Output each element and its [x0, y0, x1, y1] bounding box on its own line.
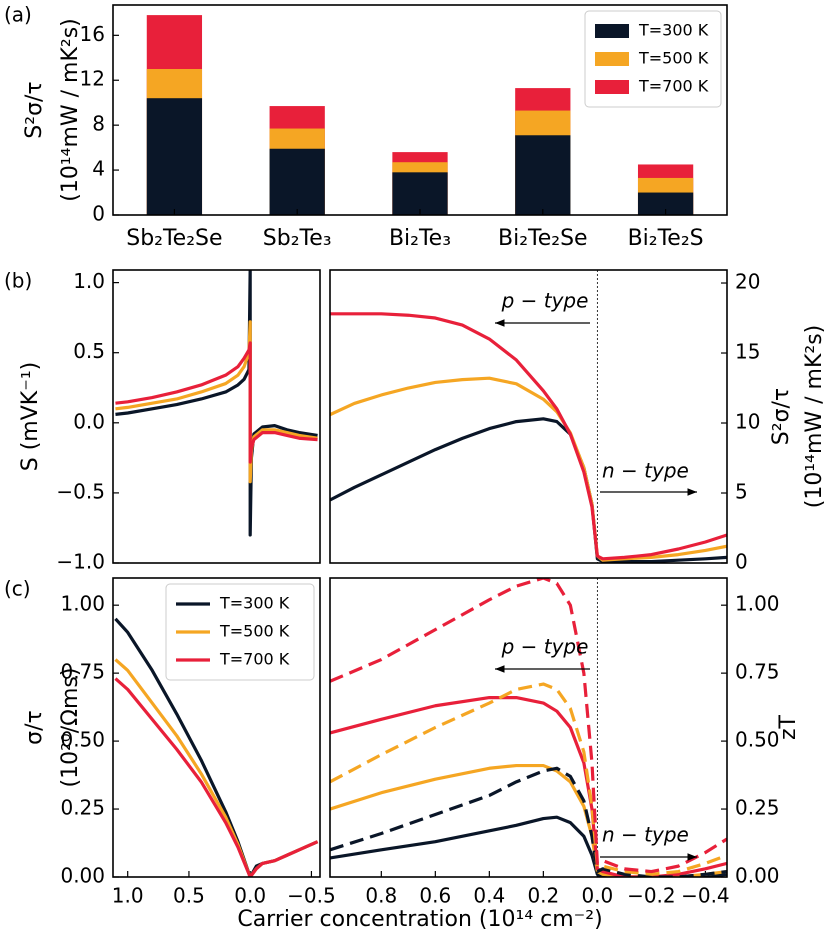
y-tick-label: 1.00 — [60, 592, 105, 616]
legend-box — [165, 583, 315, 681]
x-tick-label: 0.6 — [419, 884, 451, 908]
x-tick-label: Bi₂Te₃ — [389, 226, 451, 251]
y-tick-label: 1.0 — [73, 269, 105, 293]
y-tick-label: 0.50 — [60, 728, 105, 752]
panel-label: (c) — [4, 577, 31, 601]
y-tick-label: 0.75 — [735, 660, 780, 684]
y-tick-label: 0 — [92, 202, 105, 226]
legend-swatch — [595, 52, 629, 66]
x-tick-label: −0.2 — [627, 884, 676, 908]
annotation: p − type — [501, 635, 589, 659]
legend-label: T=300 K — [219, 594, 290, 613]
y-axis-label: σ/τ — [22, 710, 47, 745]
bar — [637, 192, 694, 215]
y-tick-label: 12 — [80, 67, 105, 91]
axes-frame — [112, 577, 321, 878]
y-tick-label: 0.50 — [735, 728, 780, 752]
panel: 0.00 0.25 0.50 0.75 1.00 0.8 0.6 0.4 0.2 0.0 −0.2−… — [329, 577, 801, 908]
x-tick-label: 0.0 — [581, 884, 613, 908]
x-tick-label: Sb₂Te₂Se — [126, 226, 222, 251]
bar — [146, 98, 203, 215]
line — [330, 682, 727, 876]
axes-frame — [329, 269, 728, 564]
y-tick-label: 5 — [735, 480, 748, 504]
line — [330, 312, 727, 561]
y-tick-label: 0.75 — [60, 660, 105, 684]
x-tick-label: 1.0 — [112, 884, 144, 908]
x-tick-label: Sb₂Te₃ — [263, 226, 332, 251]
y-tick-label: 0.25 — [735, 796, 780, 820]
x-tick-label: 0.0 — [234, 884, 266, 908]
legend-label: T=700 K — [219, 650, 290, 669]
panel: 0 5 10 15 20 S²σ/τ (10¹⁴mW / mK²s) p − type n − … — [329, 269, 827, 574]
annotation: n − type — [602, 823, 689, 847]
y-tick-label: 0 — [735, 550, 748, 574]
y-tick-label: 20 — [735, 270, 760, 294]
y-tick-label: 0.0 — [73, 409, 105, 433]
line — [114, 677, 319, 877]
y-tick-label: 4 — [92, 157, 105, 181]
bar — [392, 172, 448, 215]
y-tick-label: 1.00 — [735, 592, 780, 616]
bar — [269, 148, 325, 215]
line — [115, 341, 318, 464]
y-tick-label: 15 — [735, 340, 760, 364]
annotation: p − type — [501, 289, 589, 313]
y-tick-label: 8 — [92, 112, 105, 136]
line — [115, 320, 318, 484]
y-axis-label: S²σ/τ — [769, 388, 794, 445]
y-axis-label: (10²⁰/Ωms) — [58, 668, 83, 788]
y-tick-label: 0.5 — [73, 339, 105, 363]
legend-label: T=700 K — [638, 77, 709, 96]
line — [115, 270, 318, 537]
legend-label: T=300 K — [638, 21, 709, 40]
axes-frame — [329, 577, 728, 878]
panel: −1.0 −0.5 0.0 0.5 1.0 S (mVK⁻¹) — [18, 269, 321, 574]
line — [114, 658, 319, 877]
y-axis-label: (10¹⁴mW / mK²s) — [802, 325, 827, 509]
line — [330, 417, 727, 563]
panel: 0 4 8 12 16 S²σ/τ (10¹⁴mW / mK²s) Sb₂Te₂Se Sb₂Te… — [22, 4, 728, 251]
panel: 0.00 0.25 0.50 0.75 1.00 1.0 0.5 0.0 −0.5 σ/τ (10²… — [22, 577, 336, 908]
legend-swatch — [595, 24, 629, 38]
y-tick-label: 0.00 — [60, 864, 105, 888]
y-tick-label: 0.00 — [735, 864, 780, 888]
panel-label: (b) — [4, 269, 32, 293]
y-tick-label: −1.0 — [56, 550, 105, 574]
legend-label: T=500 K — [638, 49, 709, 68]
panel-label: (a) — [4, 3, 32, 27]
line — [330, 578, 727, 874]
x-tick-label: 0.4 — [473, 884, 505, 908]
y-axis-label: zT — [776, 714, 801, 740]
line — [330, 766, 727, 877]
x-axis-label: Carrier concentration (10¹⁴ cm⁻²) — [237, 907, 602, 932]
x-tick-label: −0.5 — [287, 884, 336, 908]
x-tick-label: 0.2 — [527, 884, 559, 908]
y-tick-label: 0.25 — [60, 796, 105, 820]
y-axis-label: (10¹⁴mW / mK²s) — [58, 18, 83, 202]
x-tick-label: Bi₂Te₂S — [628, 226, 704, 251]
y-tick-label: 10 — [735, 410, 760, 434]
line — [330, 815, 727, 877]
axes-frame — [112, 4, 728, 216]
y-tick-label: −0.5 — [56, 479, 105, 503]
line — [330, 763, 727, 877]
y-tick-label: 16 — [80, 22, 105, 46]
axes-frame — [112, 269, 321, 564]
x-tick-label: Bi₂Te₂Se — [498, 226, 588, 251]
x-tick-label: 0.8 — [365, 884, 397, 908]
bar — [515, 135, 571, 215]
legend-label: T=500 K — [219, 622, 290, 641]
annotation: n − type — [602, 459, 689, 483]
x-tick-label: 0.5 — [173, 884, 205, 908]
x-tick-label: −0.4 — [681, 884, 730, 908]
legend-swatch — [595, 80, 629, 94]
y-axis-label: S²σ/τ — [22, 81, 47, 138]
y-axis-label: S (mVK⁻¹) — [18, 362, 43, 471]
